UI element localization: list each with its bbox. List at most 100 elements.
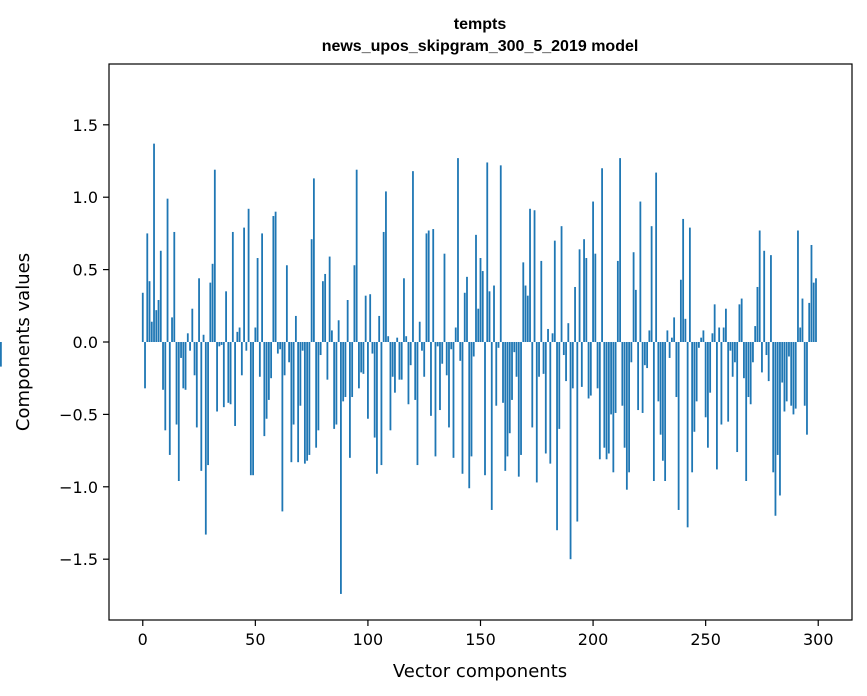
bar [765, 342, 768, 356]
bar [200, 342, 203, 471]
bar [612, 342, 615, 473]
bar [157, 300, 160, 342]
bar [560, 226, 563, 342]
bar [578, 249, 581, 342]
bar [587, 342, 590, 399]
bar [738, 304, 741, 342]
bar [367, 342, 369, 419]
bar [231, 231, 234, 342]
bar [729, 342, 732, 351]
bar [511, 342, 513, 400]
bar [551, 333, 554, 342]
bar [204, 342, 207, 535]
bar [806, 342, 808, 435]
bar [414, 342, 417, 400]
bar [801, 298, 804, 342]
bar [691, 342, 694, 473]
bar [198, 278, 200, 342]
bar [547, 328, 549, 342]
bar [385, 191, 387, 342]
bar [558, 342, 561, 429]
bar [168, 342, 171, 455]
bar [403, 278, 405, 342]
bar-series [0, 143, 817, 594]
bar [331, 330, 333, 342]
bar [655, 172, 658, 342]
bar [731, 342, 734, 377]
bar [229, 342, 232, 405]
bar [720, 342, 723, 425]
bar [772, 342, 775, 473]
bar [459, 342, 462, 361]
bar [279, 342, 282, 350]
bar [150, 321, 153, 342]
x-axis-label: Vector components [393, 661, 567, 682]
bar [202, 334, 205, 342]
bar [682, 218, 685, 342]
x-tick-label: 0 [138, 630, 148, 649]
bar [486, 162, 489, 342]
x-tick-label: 300 [803, 630, 834, 649]
bar [240, 342, 243, 376]
bar [711, 333, 714, 342]
bar [283, 342, 286, 376]
y-tick-label: 0.0 [73, 333, 98, 352]
bar [272, 216, 275, 342]
bar [549, 342, 552, 464]
bar [378, 315, 381, 342]
bar [776, 342, 779, 455]
bar [171, 317, 173, 342]
bar [524, 285, 527, 342]
bar [249, 342, 252, 476]
bar [493, 285, 495, 342]
bar [166, 198, 169, 342]
bar [515, 342, 518, 377]
bar [628, 342, 630, 473]
bar [544, 342, 547, 454]
bar [418, 321, 421, 342]
bar [180, 342, 182, 358]
bar [468, 342, 471, 489]
bar [425, 233, 428, 342]
bar [261, 233, 263, 342]
bar [556, 342, 558, 531]
bar [713, 304, 716, 342]
bar [673, 317, 676, 342]
bar [799, 327, 802, 342]
bar [297, 342, 300, 463]
bar [686, 342, 689, 528]
bar [310, 239, 313, 342]
bar [337, 320, 340, 342]
bar [632, 252, 635, 342]
bar [457, 158, 459, 342]
bar [146, 233, 149, 342]
bar [616, 260, 619, 342]
bar [641, 342, 644, 413]
bar [709, 342, 712, 393]
bar [207, 342, 209, 466]
bar [808, 302, 811, 342]
bar [162, 342, 164, 390]
bar [797, 230, 799, 342]
bar [380, 342, 383, 466]
bar [574, 286, 576, 342]
bar [312, 178, 315, 342]
bar [792, 342, 795, 415]
y-tick-label: 1.5 [73, 116, 98, 135]
bar [702, 330, 705, 342]
bar [803, 342, 806, 406]
bar [216, 342, 218, 412]
bar [421, 342, 423, 351]
bar [675, 342, 678, 398]
bar [445, 342, 448, 376]
bar [258, 342, 261, 377]
bar [623, 342, 626, 448]
bar [292, 342, 295, 425]
bar [290, 342, 293, 463]
bar [756, 286, 759, 342]
y-tick-label: −1.0 [59, 478, 98, 497]
bar [529, 208, 531, 342]
bar [761, 342, 763, 373]
bar [243, 227, 245, 342]
